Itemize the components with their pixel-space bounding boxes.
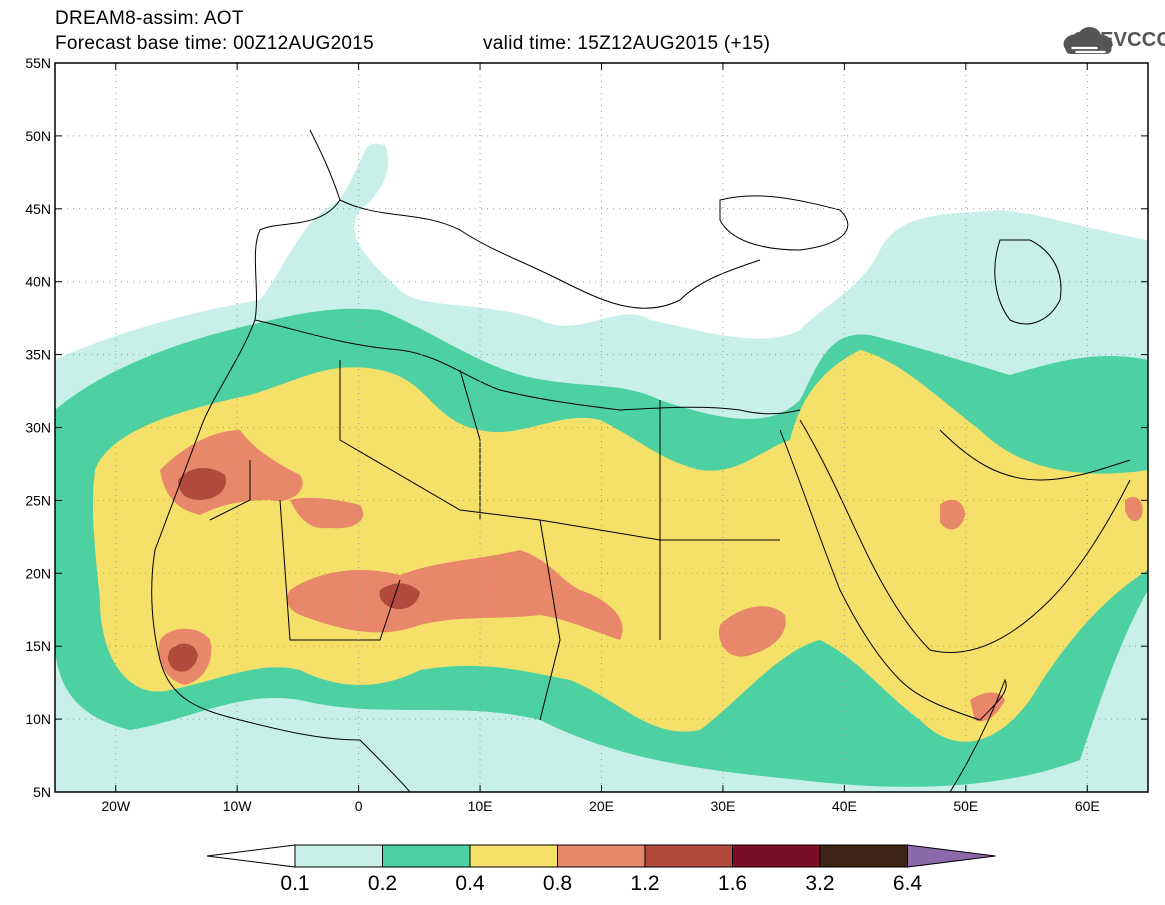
aot-contour-fields [55, 143, 1148, 792]
red-sea-coast [779, 419, 931, 681]
lon-tick-label: 50E [953, 798, 978, 814]
aot-region-0.8-f [940, 499, 965, 530]
lat-tick-label: 10N [25, 711, 51, 727]
aot-region-0.8-c [719, 606, 786, 657]
lat-tick-label: 55N [25, 55, 51, 71]
lat-tick-label: 45N [25, 201, 51, 217]
lat-tick-label: 35N [25, 347, 51, 363]
europe-coast [254, 129, 761, 321]
graticule [55, 63, 1148, 792]
valid-time: valid time: 15Z12AUG2015 (+15) [483, 33, 771, 54]
aot-region-1.2-a [178, 468, 226, 500]
lon-tick-label: 10E [468, 798, 493, 814]
west-africa-coast [151, 319, 411, 792]
caspian-coast [994, 239, 1062, 325]
aot-region-0.8-b [287, 550, 623, 640]
lat-tick-label: 15N [25, 638, 51, 654]
lon-tick-label: 30E [710, 798, 735, 814]
lon-tick-label: 10W [223, 798, 253, 814]
seevccc-logo-text: SEEVCCC [1073, 29, 1165, 51]
longitude-axis: 20W 10W 0 10E 20E 30E 40E 50E 60E [101, 63, 1100, 814]
forecast-base-time: Forecast base time: 00Z12AUG2015 [55, 33, 375, 54]
horn-africa-coast [899, 678, 1007, 792]
lon-tick-label: 20W [101, 798, 131, 814]
lat-tick-label: 25N [25, 492, 51, 508]
aot-region-0.8-e [290, 497, 364, 529]
latitude-axis: 55N 50N 45N 40N 35N 30N 25N 20N 15N 10N 5N [25, 55, 1148, 800]
lon-tick-label: 20E [589, 798, 614, 814]
map-title: DREAM8-assim: AOT [55, 8, 244, 29]
black-sea-coast [719, 195, 849, 251]
aot-region-1.2-c [167, 643, 198, 672]
lat-tick-label: 30N [25, 420, 51, 436]
lat-tick-label: 40N [25, 274, 51, 290]
aot-region-0.8-g [1125, 496, 1143, 522]
lon-tick-label: 60E [1075, 798, 1100, 814]
lon-tick-label: 0 [355, 798, 363, 814]
cloud-icon [1063, 27, 1113, 54]
aot-region-1.2-b [379, 583, 420, 610]
aot-region-0.4 [92, 350, 1148, 742]
lat-tick-label: 5N [33, 784, 51, 800]
mediterranean-coast [254, 319, 801, 415]
coastlines [151, 129, 1131, 792]
lon-tick-label: 40E [832, 798, 857, 814]
lat-tick-label: 50N [25, 128, 51, 144]
lat-tick-label: 20N [25, 565, 51, 581]
aot-region-0.8-h [970, 692, 1005, 722]
africa-borders [209, 360, 780, 721]
